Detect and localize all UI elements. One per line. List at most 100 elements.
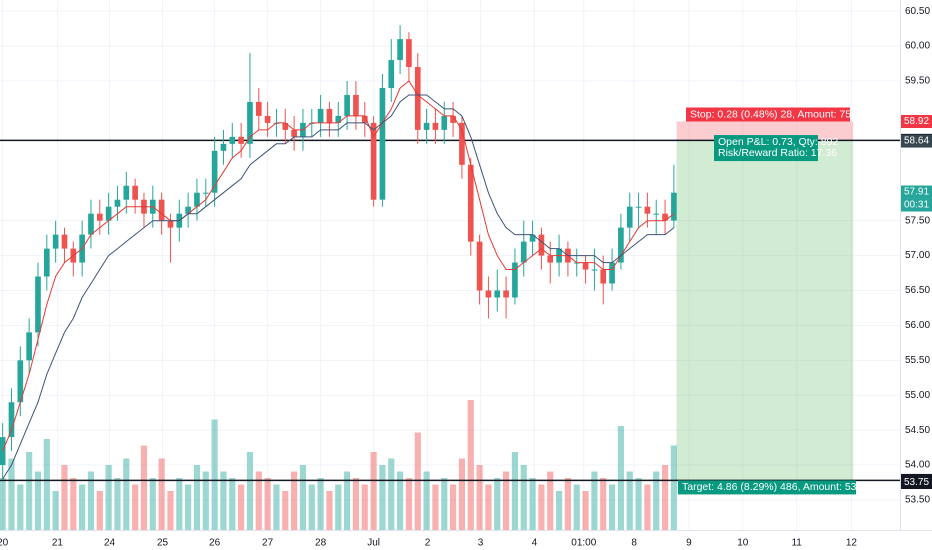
volume-bar (361, 484, 368, 530)
candle-body (450, 115, 456, 123)
target-zone (676, 141, 854, 481)
volume-bar (220, 471, 227, 530)
candle-body (503, 290, 509, 298)
volume-bar (17, 484, 24, 530)
volume-bar (414, 432, 421, 530)
candle-body (529, 234, 536, 242)
candle-body (264, 115, 271, 123)
volume-bar (423, 471, 430, 530)
x-tick-label: 3 (478, 538, 484, 549)
volume-bar (255, 471, 262, 530)
candle-body (406, 39, 412, 68)
candle-body (123, 185, 130, 200)
volume-bar (87, 471, 95, 530)
volume-bar (61, 465, 68, 530)
candle-body (512, 262, 518, 298)
candle-body (335, 115, 342, 123)
y-tick-label: 60.50 (905, 6, 930, 17)
candle-body (370, 122, 377, 200)
price-badge-text: 58.64 (904, 136, 929, 147)
x-tick-label: 28 (315, 538, 327, 549)
volume-bar (405, 478, 413, 530)
candle-body (414, 67, 421, 130)
candle-body (609, 262, 615, 284)
price-badge (901, 476, 932, 490)
candle-body (432, 122, 439, 130)
volume-bar (176, 478, 183, 530)
volume-bar (149, 478, 156, 530)
volume-bar (564, 478, 572, 530)
candle-body (96, 213, 103, 221)
candle-body (361, 115, 368, 123)
volume-bar (211, 419, 218, 530)
volume-bar (299, 465, 307, 530)
x-tick-label: 4 (532, 538, 538, 549)
candle-body (255, 101, 262, 116)
y-tick-label: 54.50 (905, 425, 930, 436)
volume-bar (291, 471, 298, 530)
volume-bar (158, 458, 165, 530)
volume-bar (132, 484, 139, 530)
candle-body (114, 199, 121, 207)
y-tick-label: 57.50 (905, 215, 930, 226)
price-axis (900, 0, 932, 550)
volume-bar (538, 484, 545, 530)
volume-bar (273, 484, 280, 530)
volume-bar (670, 445, 677, 530)
y-tick-label: 57.00 (905, 250, 930, 261)
candle-body (17, 360, 24, 403)
price-badge-text: 58.92 (904, 116, 929, 127)
candle-body (600, 269, 607, 284)
volume-bar (397, 471, 404, 530)
stop-label: Stop: 0.28 (0.48%) 28, Amount: 750.24 (690, 108, 872, 120)
volume-bar (467, 400, 474, 530)
volume-bar (520, 465, 527, 530)
candle-body (291, 129, 297, 137)
candle-body (476, 241, 483, 291)
y-tick-label: 55.00 (905, 390, 930, 401)
candle-body (88, 213, 94, 235)
target-label-bg (678, 480, 856, 495)
pnl-label: Open P&L: 0.73, Qty: 892 (718, 136, 838, 148)
candle-body (459, 122, 465, 165)
volume-bar (529, 478, 536, 530)
volume-bar (644, 484, 651, 530)
x-tick-label: 25 (157, 538, 169, 549)
volume-bar (573, 484, 580, 530)
volume-bar (591, 471, 598, 530)
y-tick-label: 56.50 (905, 285, 930, 296)
volume-bar (388, 458, 395, 530)
volume-bar (317, 478, 324, 530)
price-badge-text: 57.91 (904, 187, 929, 198)
price-badge (901, 134, 932, 148)
candle-body (105, 206, 112, 221)
candle-body (202, 192, 209, 194)
candle-body (644, 206, 651, 214)
volume-bar (450, 484, 457, 530)
candle-body (26, 332, 32, 361)
x-tick-label: 24 (104, 538, 116, 549)
volume-bar (441, 478, 448, 530)
price-badge (901, 115, 932, 129)
x-tick-label: 2 (425, 538, 431, 549)
volume-bar (185, 484, 192, 530)
y-tick-label: 53.50 (905, 495, 930, 506)
volume-bar (229, 478, 236, 530)
volume-bar (485, 484, 492, 530)
volume-bar (79, 484, 86, 530)
volume-bar (167, 491, 174, 530)
volume-bar (379, 465, 386, 530)
candle-body (35, 276, 41, 333)
volume-bar (494, 478, 501, 530)
volume-bar (661, 465, 669, 530)
volume-bar (238, 484, 245, 530)
moving-average (2, 94, 675, 480)
candle-body (317, 108, 324, 123)
ratio-label: Risk/Reward Ratio: 17.36 (718, 147, 837, 159)
volume-bar (370, 452, 377, 530)
candle-body (671, 192, 677, 221)
y-tick-label: 59.50 (905, 76, 930, 87)
volume-bar (458, 458, 466, 530)
moving-average (2, 80, 675, 452)
candle-body (61, 234, 68, 249)
